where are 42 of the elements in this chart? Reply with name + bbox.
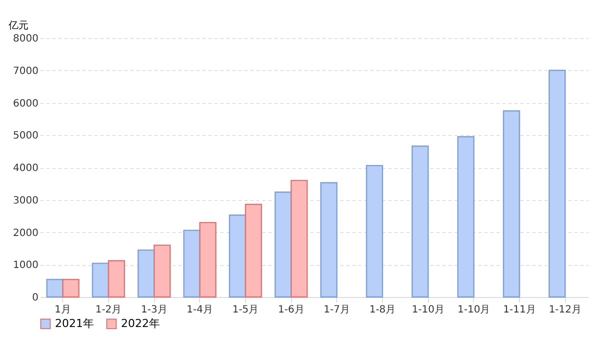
y-tick-label: 4000: [13, 163, 38, 174]
bar: [244, 204, 262, 298]
x-tick-label: 1-10月: [412, 304, 445, 316]
bar: [228, 214, 246, 298]
x-tick-label: 1-2月: [95, 304, 122, 316]
bar: [46, 278, 64, 298]
x-tick-label: 1-12月: [548, 304, 582, 316]
bar: [320, 182, 338, 298]
y-tick-label: 0: [32, 292, 38, 304]
y-tick-label: 7000: [13, 66, 38, 77]
bar: [138, 249, 155, 298]
x-tick-label: 1-10月: [457, 304, 490, 316]
y-tick-label: 2000: [13, 228, 38, 239]
x-tick-label: 1-7月: [324, 304, 350, 316]
bar: [548, 70, 566, 298]
y-tick-label: 6000: [13, 98, 38, 110]
y-tick-label: 8000: [13, 34, 38, 44]
x-tick-label: 1-6月: [278, 304, 304, 316]
bar: [183, 230, 200, 298]
y-tick-label: 3000: [13, 195, 38, 206]
bar: [366, 164, 384, 298]
bar: [108, 260, 126, 298]
legend-label: 2022年: [121, 316, 160, 330]
bar: [62, 278, 80, 298]
bar: [502, 110, 520, 298]
x-tick-label: 1月: [54, 304, 72, 316]
bar: [457, 136, 474, 298]
y-tick-label: 5000: [13, 130, 38, 142]
legend-label: 2021年: [55, 316, 94, 330]
x-tick-label: 1-3月: [140, 304, 168, 316]
y-axis-title: 亿元: [8, 20, 28, 32]
bar: [154, 244, 171, 298]
x-tick-label: 1-5月: [232, 304, 259, 316]
x-tick-label: 1-8月: [369, 304, 396, 316]
bar: [199, 222, 216, 298]
y-tick-label: 1000: [13, 260, 38, 272]
bar: [274, 192, 292, 298]
bar: [290, 180, 308, 298]
x-tick-label: 1-4月: [186, 304, 214, 316]
bar: [92, 262, 110, 298]
x-tick-label: 1-11月: [503, 304, 536, 316]
bar: [412, 146, 429, 298]
